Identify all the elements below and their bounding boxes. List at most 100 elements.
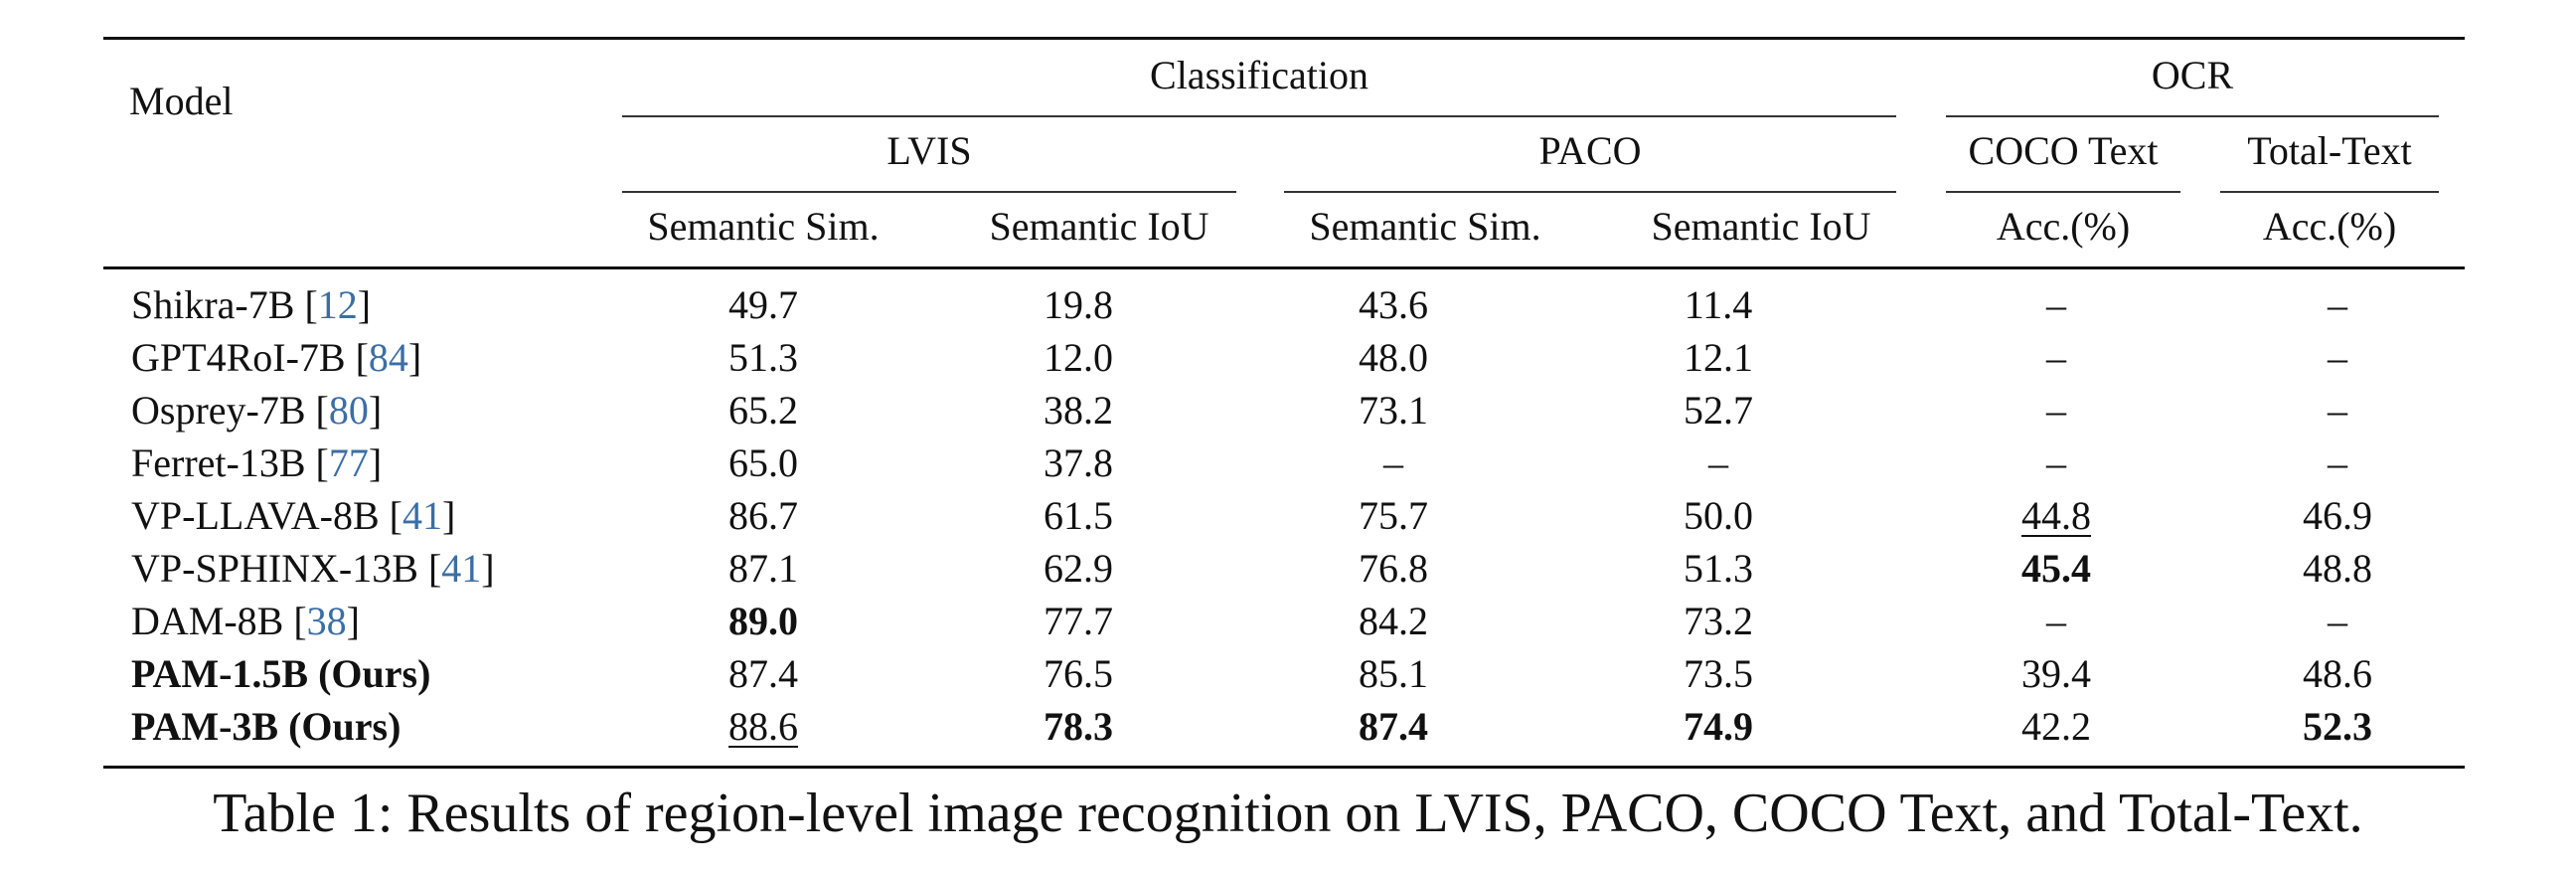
bottom-rule: [103, 766, 2465, 769]
model-name: PAM-1.5B (Ours): [131, 650, 431, 696]
value-cell: 62.9: [904, 542, 1252, 595]
value: 12.1: [1684, 334, 1753, 380]
value-cell: 43.6: [1252, 278, 1534, 331]
value: 87.4: [728, 650, 798, 696]
value-cell: 65.2: [622, 384, 904, 436]
value-cell: 44.8: [1902, 489, 2210, 542]
header-total-text: Total-Text: [2247, 128, 2412, 173]
header-lvis-sem-sim: Semantic Sim.: [647, 204, 880, 249]
citation-link[interactable]: 41: [402, 492, 442, 538]
value-cell: 88.6: [622, 700, 904, 753]
value-cell: 61.5: [904, 489, 1252, 542]
header-paco: PACO: [1538, 128, 1642, 173]
model-name-cell: VP-SPHINX-13B [41]: [131, 545, 495, 591]
value-cell: –: [2210, 595, 2465, 647]
model-name-cell: VP-LLAVA-8B [41]: [131, 492, 456, 538]
value: 73.1: [1359, 387, 1428, 433]
value: 84.2: [1359, 598, 1428, 643]
value: 73.5: [1684, 650, 1753, 696]
value-cell: –: [2210, 278, 2465, 331]
value: –: [1708, 439, 1728, 485]
table-row: PAM-3B (Ours) 88.6 78.3 87.4 74.9 42.2 52.3: [103, 700, 2465, 753]
value-cell: –: [2210, 331, 2465, 384]
value-cell: 77.7: [904, 595, 1252, 647]
value-cell: 84.2: [1252, 595, 1534, 647]
citation-link[interactable]: 41: [441, 545, 482, 591]
value: 38.2: [1044, 387, 1113, 433]
model-name-cell: Osprey-7B [80]: [131, 387, 383, 433]
header-coco-text: COCO Text: [1968, 128, 2159, 173]
results-table: Shikra-7B [12] 49.7 19.8 43.6 11.4– – GPT4RoI-…: [103, 278, 2465, 753]
value-cell: 87.4: [622, 647, 904, 700]
value: 43.6: [1359, 281, 1428, 327]
model-name: PAM-3B (Ours): [131, 703, 402, 749]
value: –: [2328, 439, 2347, 485]
citation-link[interactable]: 84: [368, 334, 408, 380]
value-cell: 39.4: [1902, 647, 2210, 700]
header-model: Model: [129, 79, 234, 123]
value-cell: –: [2210, 384, 2465, 436]
value-cell: 51.3: [622, 331, 904, 384]
total-text-cmidrule: [2220, 191, 2439, 193]
value: –: [2328, 334, 2347, 380]
model-name: VP-SPHINX-13B: [131, 545, 418, 591]
model-name: DAM-8B: [131, 598, 284, 643]
model-name-cell: Ferret-13B [77]: [131, 439, 383, 485]
value-cell: 65.0: [622, 436, 904, 489]
citation-link[interactable]: 77: [328, 439, 369, 485]
value: 73.2: [1684, 598, 1753, 643]
coco-text-cmidrule: [1946, 191, 2180, 193]
value: 48.0: [1359, 334, 1428, 380]
table-row: Shikra-7B [12] 49.7 19.8 43.6 11.4 – –: [103, 278, 2465, 331]
value: 42.2: [2021, 703, 2091, 749]
value: 52.3: [2303, 703, 2372, 749]
value: 65.2: [728, 387, 798, 433]
model-name: Osprey-7B: [131, 387, 306, 433]
table-row: Osprey-7B [80] 65.2 38.2 73.1 52.7 – –: [103, 384, 2465, 436]
value: 78.3: [1044, 703, 1113, 749]
value: 39.4: [2021, 650, 2091, 696]
value: 45.4: [2021, 545, 2091, 591]
value: 87.4: [1359, 703, 1428, 749]
value: 44.8: [2021, 492, 2091, 538]
value-cell: 75.7: [1252, 489, 1534, 542]
table-row: DAM-8B [38] 89.0 77.7 84.2 73.2 – –: [103, 595, 2465, 647]
citation-link[interactable]: 80: [328, 387, 369, 433]
value: 88.6: [728, 703, 798, 749]
value-cell: 74.9: [1534, 700, 1902, 753]
table-row: VP-SPHINX-13B [41] 87.1 62.9 76.8 51.3 45.4 48…: [103, 542, 2465, 595]
model-name: Ferret-13B: [131, 439, 306, 485]
citation-link[interactable]: 12: [317, 281, 358, 327]
value-cell: 12.1: [1534, 331, 1902, 384]
classification-cmidrule: [622, 115, 1896, 117]
header-lvis: LVIS: [886, 128, 972, 173]
value-cell: 48.0: [1252, 331, 1534, 384]
value: 61.5: [1044, 492, 1113, 538]
value-cell: –: [1252, 436, 1534, 489]
mid-rule: [103, 266, 2465, 269]
value-cell: 52.3: [2210, 700, 2465, 753]
value: 19.8: [1044, 281, 1113, 327]
table-caption: Table 1: Results of region-level image r…: [213, 783, 2363, 844]
header-paco-sem-sim: Semantic Sim.: [1309, 204, 1541, 249]
top-rule: [103, 37, 2465, 40]
value: 37.8: [1044, 439, 1113, 485]
value: –: [1383, 439, 1403, 485]
value-cell: –: [1902, 278, 2210, 331]
value: 48.8: [2303, 545, 2372, 591]
value: –: [2046, 334, 2066, 380]
value-cell: 78.3: [904, 700, 1252, 753]
value: 75.7: [1359, 492, 1428, 538]
value: –: [2328, 598, 2347, 643]
model-name-cell: DAM-8B [38]: [131, 598, 360, 643]
value: 11.4: [1684, 281, 1753, 327]
model-name-cell: PAM-3B (Ours): [103, 700, 622, 753]
model-name-cell: Shikra-7B [12]: [131, 281, 372, 327]
value-cell: 87.4: [1252, 700, 1534, 753]
value: 51.3: [1684, 545, 1753, 591]
citation-link[interactable]: 38: [306, 598, 347, 643]
lvis-cmidrule: [622, 191, 1236, 193]
value-cell: –: [2210, 436, 2465, 489]
value-cell: 48.8: [2210, 542, 2465, 595]
